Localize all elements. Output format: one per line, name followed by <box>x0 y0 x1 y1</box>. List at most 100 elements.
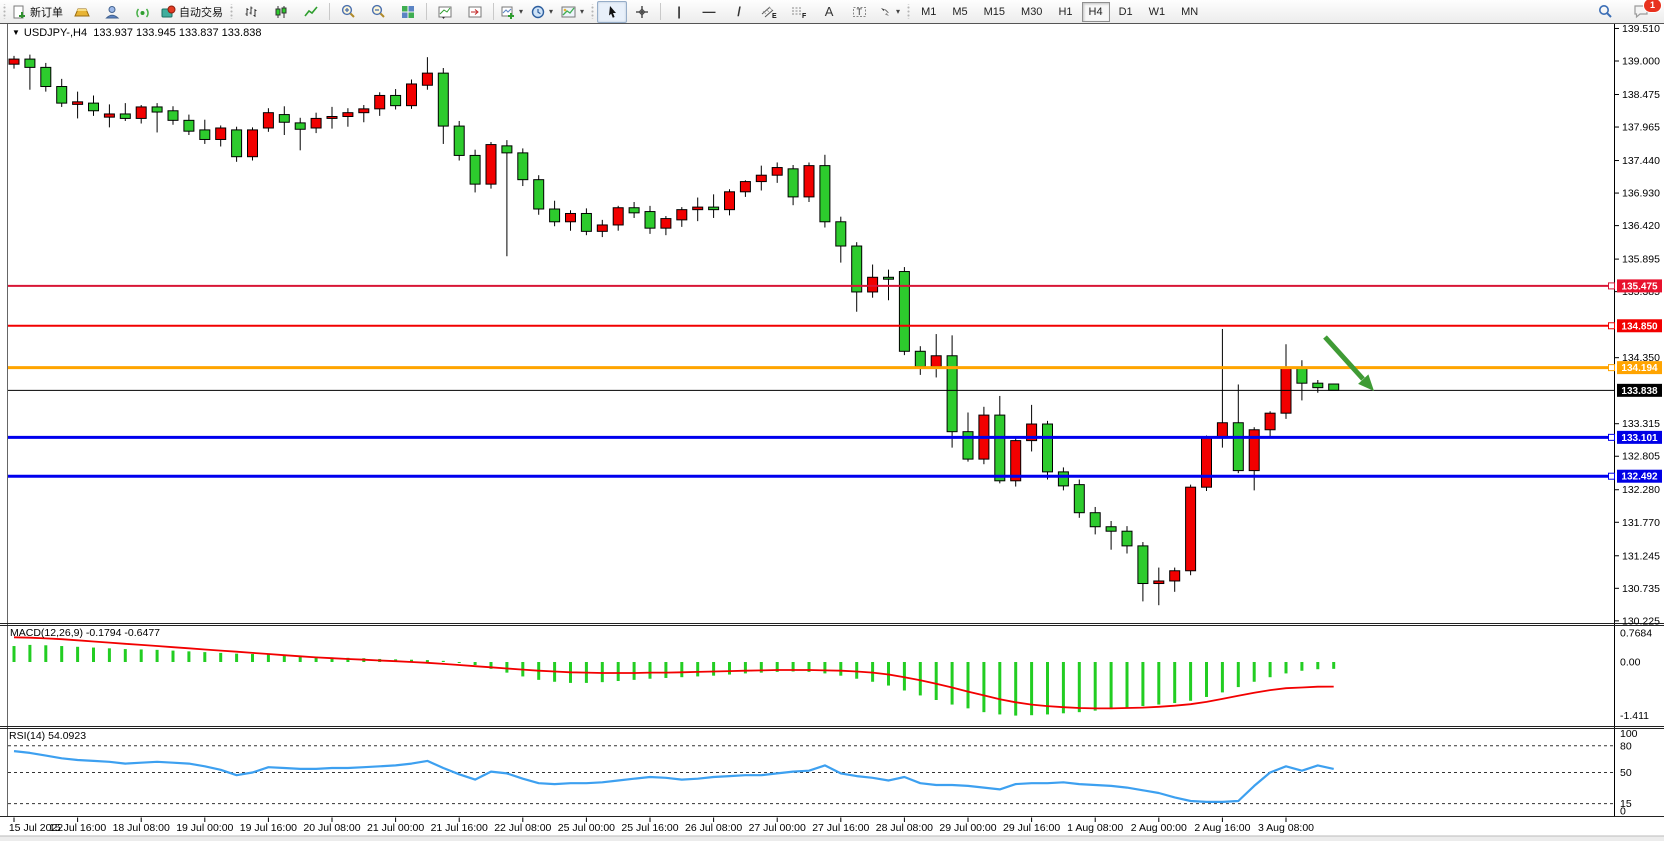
price-tag[interactable] <box>1617 469 1662 483</box>
new-chart-caret-icon[interactable]: ▾ <box>519 7 524 16</box>
zoom-out-icon <box>371 4 385 18</box>
zoom-in-button[interactable] <box>333 1 363 23</box>
candle <box>517 152 529 181</box>
price-tag[interactable] <box>1617 279 1662 293</box>
candle <box>56 86 68 104</box>
candle <box>8 58 20 65</box>
timeframe-button-mn[interactable]: MN <box>1181 5 1199 18</box>
period-button[interactable]: ▾ <box>527 1 557 23</box>
cursor-button[interactable] <box>597 0 628 23</box>
candle <box>294 122 306 130</box>
period-caret-icon[interactable]: ▾ <box>549 7 554 16</box>
autotrade-button[interactable]: 自动交易 <box>157 1 227 23</box>
candle <box>1201 437 1212 488</box>
candle <box>72 101 84 105</box>
gold-button[interactable] <box>67 1 97 23</box>
symbol-dropdown-icon[interactable]: ▼ <box>12 28 20 37</box>
macd-histogram-bar <box>950 662 954 705</box>
candlestick-chart-button[interactable] <box>266 1 296 23</box>
candle <box>835 221 847 247</box>
zoom-out-button[interactable] <box>363 1 393 23</box>
macd-histogram-bar <box>680 662 684 678</box>
candle <box>612 207 624 226</box>
profile-button[interactable] <box>97 1 127 23</box>
price-tag[interactable] <box>1617 319 1662 333</box>
tile-windows-button[interactable] <box>393 1 423 23</box>
horizontal-line-button[interactable]: — <box>694 1 724 23</box>
time-axis-label: 27 Jul 16:00 <box>812 822 869 834</box>
toolbar-grip[interactable] <box>590 4 596 19</box>
main-chart-area[interactable]: 139.510 139.000 138.475 137.965 137.440 136.9… <box>0 23 1664 841</box>
bar-chart-button[interactable] <box>236 1 266 23</box>
macd-histogram-bar <box>616 662 620 681</box>
equidistant-channel-button[interactable]: E <box>754 1 784 23</box>
new-order-button[interactable]: 新订单 <box>9 1 67 23</box>
new-chart-button[interactable]: ▾ <box>497 1 527 23</box>
candle <box>24 58 36 68</box>
search-button[interactable] <box>1590 1 1620 23</box>
macd-histogram-bar <box>203 652 207 662</box>
macd-histogram-bar <box>441 660 445 662</box>
price-tag-label: 134.194 <box>1621 363 1658 374</box>
timeframe-button-m1[interactable]: M1 <box>921 5 937 18</box>
macd-histogram-bar <box>1157 662 1161 705</box>
timeframe-button-w1[interactable]: W1 <box>1148 5 1166 18</box>
toolbar-grip[interactable] <box>2 4 7 19</box>
template-button[interactable]: ▾ <box>557 1 588 23</box>
price-tag-label: 133.101 <box>1621 433 1658 444</box>
rsi-axis-label: 0 <box>1620 806 1626 818</box>
candle <box>88 102 99 112</box>
trendline-button[interactable]: / <box>724 1 754 23</box>
new-order-icon <box>13 5 27 19</box>
time-axis-label: 21 Jul 16:00 <box>431 822 488 834</box>
arrows-caret-icon[interactable]: ▾ <box>896 7 901 16</box>
indicator-window-icon <box>438 6 452 19</box>
timeframe-button-m15[interactable]: M15 <box>983 5 1006 18</box>
rsi-axis-label: 15 <box>1620 798 1632 810</box>
macd-histogram-bar <box>1284 662 1288 674</box>
symbol-title: USDJPY-,H4 <box>23 27 88 39</box>
price-tag[interactable] <box>1617 430 1662 444</box>
bar-chart-icon <box>245 6 257 17</box>
candle <box>692 206 704 211</box>
vertical-line-button[interactable]: | <box>664 1 694 23</box>
candle <box>1312 382 1324 389</box>
timeframe-button-m30[interactable]: M30 <box>1021 5 1043 18</box>
text-label-button[interactable]: T <box>844 1 874 23</box>
time-axis-label: 1 Aug 08:00 <box>1067 822 1123 834</box>
line-chart-button[interactable] <box>296 1 326 23</box>
macd-histogram-bar <box>60 646 64 662</box>
arrows-button[interactable]: ▾ <box>874 1 904 23</box>
price-tag-label: 133.838 <box>1621 386 1658 397</box>
notifications-button[interactable]: 1 <box>1626 0 1662 23</box>
indicator-window-button[interactable] <box>430 1 460 23</box>
text-button[interactable]: A <box>814 1 844 23</box>
timeframe-button-h1[interactable]: H1 <box>1058 5 1073 18</box>
toolbar-grip[interactable] <box>906 4 912 19</box>
fibonacci-button[interactable]: F <box>784 1 814 23</box>
candle <box>660 218 672 229</box>
timeframe-button-d1[interactable]: D1 <box>1118 5 1133 18</box>
candle <box>755 174 767 183</box>
price-tag[interactable] <box>1617 383 1662 397</box>
chart-shift-button[interactable] <box>460 1 490 23</box>
price-tag-label: 134.850 <box>1621 321 1658 332</box>
fibonacci-icon: F <box>792 7 807 19</box>
timeframe-button-m5[interactable]: M5 <box>952 5 968 18</box>
candle <box>1026 423 1038 442</box>
timeframe-button-h4[interactable]: H4 <box>1081 1 1110 22</box>
autotrade-label: 自动交易 <box>179 6 223 19</box>
annotation-arrow-shaft[interactable] <box>1323 335 1365 381</box>
signal-button[interactable] <box>127 1 157 23</box>
time-axis-label: 21 Jul 00:00 <box>367 822 424 834</box>
template-caret-icon[interactable]: ▾ <box>580 7 585 16</box>
macd-histogram-bar <box>139 649 143 662</box>
price-tag[interactable] <box>1617 361 1662 375</box>
candle <box>421 72 433 86</box>
annotation-arrow-head[interactable] <box>1358 374 1374 391</box>
crosshair-button[interactable] <box>627 1 657 23</box>
autotrade-icon <box>161 5 176 19</box>
chart-window: 139.510 139.000 138.475 137.965 137.440 136.9… <box>0 23 1664 841</box>
line-tag-marker <box>1608 364 1615 372</box>
toolbar-grip[interactable] <box>229 4 234 19</box>
